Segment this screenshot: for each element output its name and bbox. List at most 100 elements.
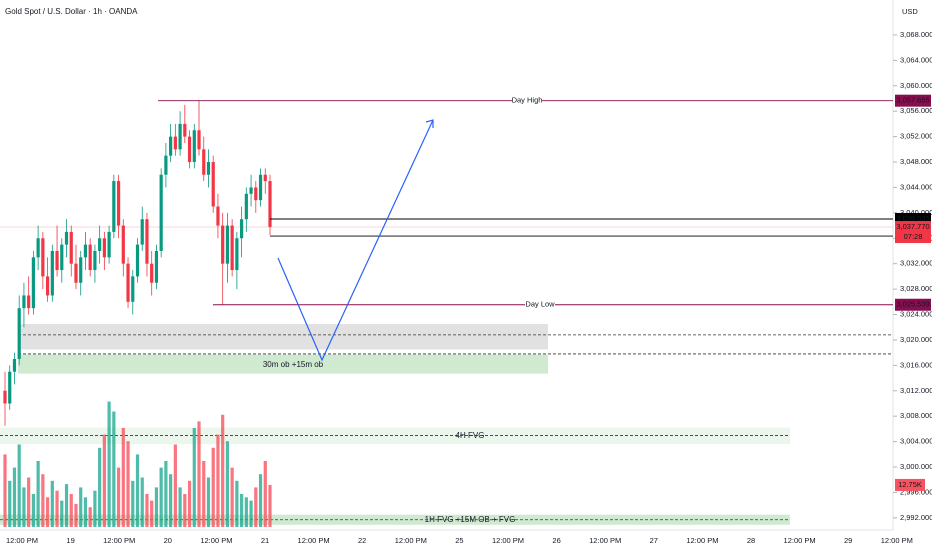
- volume-bar: [107, 401, 111, 527]
- x-tick-label: 12:00 PM: [589, 536, 621, 545]
- volume-bar: [145, 494, 149, 527]
- candle-body: [206, 162, 211, 175]
- x-tick-label: 12:00 PM: [298, 536, 330, 545]
- volume-bar: [202, 461, 206, 527]
- y-tick-label: 2,992.000: [900, 513, 932, 522]
- volume-bar: [211, 447, 215, 527]
- x-tick-label: 26: [552, 536, 560, 545]
- candle-body: [93, 250, 97, 271]
- candle-body: [79, 257, 83, 283]
- y-tick-label: 2,996.000: [900, 487, 932, 496]
- candle-body: [221, 225, 225, 264]
- candle-body: [60, 244, 64, 271]
- y-tick-label: 3,056.000: [900, 106, 932, 115]
- x-tick-label: 12:00 PM: [395, 536, 427, 545]
- candle-body: [22, 295, 26, 309]
- candle-body: [249, 187, 253, 194]
- x-tick-label: 12:00 PM: [492, 536, 524, 545]
- volume-bar: [150, 500, 154, 527]
- volume-bar: [64, 484, 69, 527]
- candle-body: [135, 244, 140, 277]
- candle-body: [64, 231, 69, 245]
- x-tick-label: 29: [844, 536, 852, 545]
- x-tick-label: 20: [164, 536, 172, 545]
- candle-body: [154, 250, 159, 283]
- volume-bar: [221, 414, 225, 527]
- volume-bar: [112, 411, 116, 527]
- y-tick-label: 3,020.000: [900, 335, 932, 344]
- volume-bar: [102, 434, 106, 527]
- volume-tag-label: 12.75K: [898, 480, 922, 489]
- candle-body: [235, 238, 239, 271]
- candle-body: [216, 206, 220, 226]
- x-tick-label: 22: [358, 536, 366, 545]
- y-tick-label: 3,040.000: [900, 208, 932, 217]
- volume-bar: [8, 480, 12, 527]
- projection-arrow: [277, 119, 434, 362]
- candle-body: [240, 219, 244, 239]
- volume-bar: [45, 497, 50, 527]
- volume-bar: [131, 480, 135, 527]
- price-tag-label: 3,025.539: [896, 300, 929, 309]
- last-price-label: 3,037.770: [896, 222, 929, 231]
- x-tick-label: 12:00 PM: [686, 536, 718, 545]
- last-price-tag: [895, 221, 931, 244]
- zone: [18, 354, 548, 374]
- candle-body: [202, 149, 206, 175]
- volume-bar: [169, 474, 173, 527]
- candle-body: [107, 231, 111, 258]
- level-name-bg: [512, 95, 542, 106]
- y-tick-label: 3,024.000: [900, 310, 932, 319]
- x-tick-label: 12:00 PM: [6, 536, 38, 545]
- y-tick-label: 3,028.000: [900, 284, 932, 293]
- volume-bar: [268, 484, 272, 527]
- volume-bar: [69, 494, 73, 527]
- volume-bar: [263, 461, 267, 527]
- y-tick-label: 3,008.000: [900, 411, 932, 420]
- candle-body: [112, 181, 116, 232]
- candle-body: [244, 193, 248, 220]
- level-name: Day Low: [525, 300, 555, 309]
- candle-body: [263, 174, 267, 182]
- volume-bar: [27, 477, 31, 527]
- candle-body: [169, 136, 173, 156]
- y-tick-label: 3,012.000: [900, 386, 932, 395]
- x-tick-label: 25: [455, 536, 463, 545]
- candle-body: [197, 130, 201, 150]
- candle-body: [69, 231, 73, 264]
- candle-body: [17, 308, 21, 359]
- candle-body: [187, 136, 192, 163]
- candle-body: [45, 276, 50, 296]
- level-name-bg: [525, 299, 555, 310]
- y-tick-label: 3,000.000: [900, 462, 932, 471]
- volume-bar: [74, 503, 78, 527]
- candle-body: [102, 238, 106, 258]
- candle-body: [12, 358, 17, 372]
- candle-body: [254, 187, 258, 201]
- volume-bar: [60, 500, 64, 527]
- volume-bar: [83, 497, 88, 527]
- candle-body: [126, 263, 130, 302]
- volume-bar: [50, 480, 54, 527]
- arrow-head: [425, 119, 434, 128]
- volume-bar: [197, 421, 201, 527]
- zone-label: 30m ob +15m ob: [263, 360, 324, 369]
- candle-body: [258, 174, 263, 201]
- volume-bar: [178, 487, 182, 527]
- volume-bar: [41, 474, 45, 527]
- volume-bar: [240, 494, 244, 527]
- candle-body: [41, 238, 45, 277]
- y-tick-label: 3,068.000: [900, 30, 932, 39]
- candle-body: [50, 250, 54, 296]
- candle-body: [230, 225, 234, 271]
- candle-body: [173, 136, 177, 150]
- price-tag-label: 3,039.035: [896, 214, 929, 223]
- zone: [18, 324, 548, 350]
- volume-bar: [192, 428, 196, 527]
- volume-bar: [183, 494, 187, 527]
- candle-body: [192, 130, 196, 163]
- volume-bar: [173, 444, 177, 527]
- volume-bar: [12, 467, 17, 527]
